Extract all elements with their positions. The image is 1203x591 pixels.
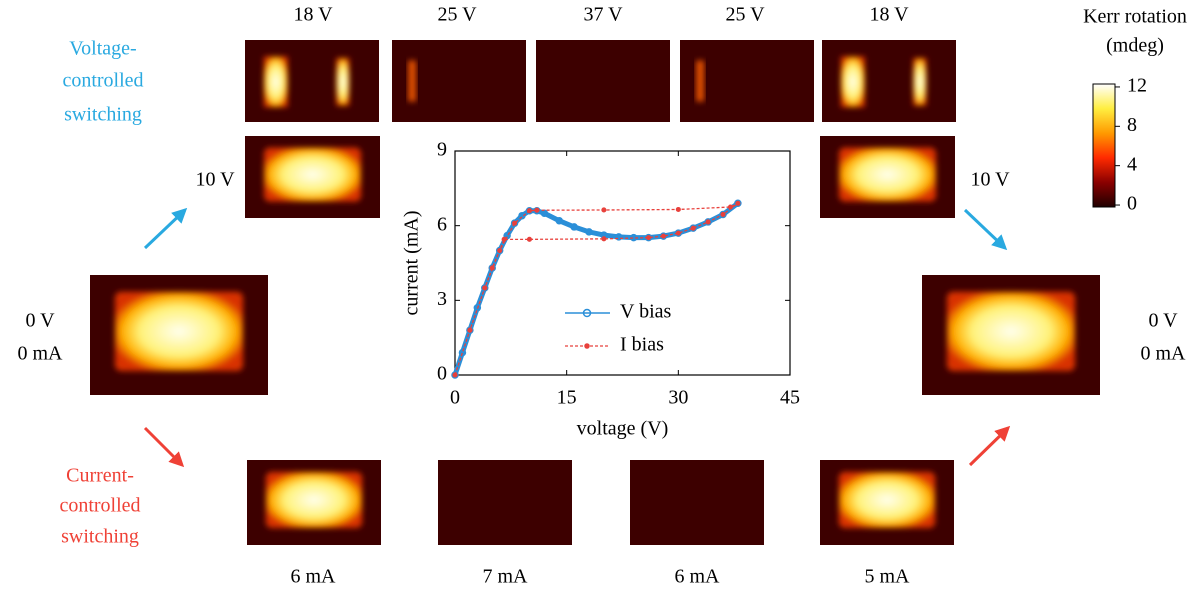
domain (839, 472, 935, 528)
colorbar-tick-label: 8 (1127, 114, 1137, 136)
legend-label: I bias (620, 334, 664, 356)
caption: controlled (62, 70, 143, 92)
figure: 18 V 25 V 37 V 25 V 18 V 10 V 10 V 0 V 0 mA 0 V 0 … (0, 0, 1203, 591)
x-tick-label: 0 (450, 387, 460, 409)
kerr-image (438, 460, 572, 545)
domain (336, 58, 349, 106)
x-axis-label: voltage (V) (577, 418, 669, 440)
colorbar-tick-label: 0 (1127, 193, 1137, 215)
point (483, 286, 487, 290)
colorbar-title: Kerr rotation (1083, 6, 1187, 28)
x-tick-label: 45 (780, 387, 800, 409)
panel-label: 25 V (725, 4, 765, 26)
point (453, 373, 457, 377)
kerr-domain (696, 61, 704, 102)
y-tick-label: 9 (437, 139, 447, 161)
caption: Voltage- (69, 38, 136, 60)
kerr-domain (408, 61, 416, 102)
point (691, 226, 695, 230)
panel-label: 10 V (970, 169, 1010, 191)
legend-marker (585, 344, 589, 348)
arrow (965, 210, 1005, 248)
point (528, 209, 532, 213)
y-tick-label: 0 (437, 363, 447, 385)
caption: switching (61, 526, 139, 548)
panel-label: 25 V (437, 4, 477, 26)
panel-label: 10 V (195, 169, 235, 191)
y-tick-label: 3 (437, 288, 447, 310)
x-tick-label: 15 (557, 387, 577, 409)
panel-label: 0 mA (18, 343, 64, 365)
panel-label: 6 mA (291, 566, 337, 588)
kerr-domain (266, 472, 362, 528)
panel-label: 7 mA (483, 566, 529, 588)
panel-label: 18 V (293, 4, 333, 26)
panel-label: 18 V (869, 4, 909, 26)
arrow (145, 210, 185, 248)
domain (839, 147, 936, 201)
panel-label: 0 V (25, 310, 55, 332)
kerr-domain (115, 292, 243, 371)
domain (696, 61, 704, 102)
point (602, 237, 606, 241)
point (647, 236, 651, 240)
point (513, 221, 517, 225)
panel-label: 0 mA (1141, 343, 1187, 365)
x-tick-label: 30 (668, 387, 688, 409)
point (535, 208, 539, 212)
point (602, 208, 606, 212)
arrow (145, 428, 182, 465)
point (502, 238, 506, 242)
domain (947, 292, 1075, 371)
colorbar-tick-label: 4 (1127, 153, 1137, 175)
caption: Current- (66, 465, 134, 487)
colorbar-tick-label: 12 (1127, 75, 1147, 97)
y-tick-label: 6 (437, 213, 447, 235)
point (729, 205, 733, 209)
point (662, 234, 666, 238)
domain (841, 56, 865, 107)
colorbar (1093, 84, 1115, 207)
point (468, 328, 472, 332)
point (528, 238, 532, 242)
point (677, 231, 681, 235)
domain (408, 61, 416, 102)
kerr-domain (947, 292, 1075, 371)
panel-label: 0 V (1148, 310, 1178, 332)
kerr-domain (264, 147, 361, 201)
panel-label: 6 mA (675, 566, 721, 588)
kerr-domain (839, 147, 936, 201)
kerr-image (536, 40, 670, 122)
point (736, 201, 740, 205)
caption: switching (64, 104, 142, 126)
arrow (970, 428, 1008, 465)
caption: controlled (59, 495, 140, 517)
colorbar-title: (mdeg) (1106, 35, 1164, 57)
point (498, 249, 502, 253)
chart: 0 15 30 45 0 3 6 9 voltage (V) current (mA) V bias… (401, 139, 800, 440)
domain (264, 56, 288, 107)
y-axis-label: current (mA) (401, 211, 423, 316)
domain (266, 472, 362, 528)
domain (264, 147, 361, 201)
domain (115, 292, 243, 371)
legend-label: V bias (620, 301, 672, 323)
point (677, 208, 681, 212)
kerr-domain (839, 472, 935, 528)
point (490, 266, 494, 270)
panel-label: 5 mA (865, 566, 911, 588)
panel-label: 37 V (583, 4, 623, 26)
point (706, 220, 710, 224)
point (721, 213, 725, 217)
domain (913, 58, 926, 106)
kerr-image (630, 460, 764, 545)
